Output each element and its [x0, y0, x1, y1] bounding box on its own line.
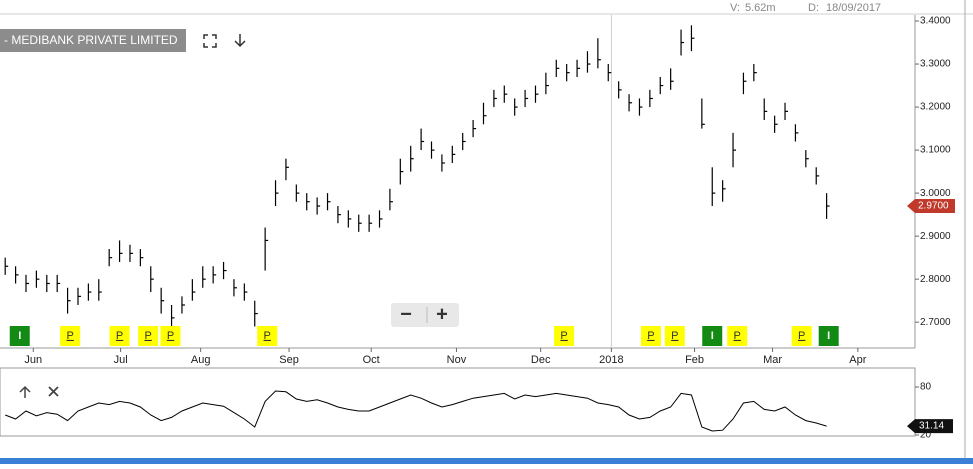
event-label: P — [798, 330, 805, 342]
last-price-tag — [907, 199, 955, 214]
x-tick-label: Jul — [114, 354, 128, 366]
event-marker — [818, 326, 839, 346]
window-bottom-bar — [0, 458, 973, 464]
event-label: P — [734, 330, 741, 342]
event-label: P — [671, 330, 678, 342]
event-label: I — [827, 330, 830, 342]
event-marker — [109, 326, 130, 346]
event-label: P — [647, 330, 654, 342]
event-label: P — [560, 330, 567, 342]
y-tick-label: 3.4000 — [920, 16, 951, 27]
expand-icon[interactable] — [203, 34, 217, 48]
indicator-tick-label: 80 — [920, 382, 932, 393]
indicator-up-icon[interactable] — [19, 385, 31, 398]
event-marker — [702, 326, 723, 346]
event-marker — [257, 326, 278, 346]
event-marker — [791, 326, 812, 346]
event-label: P — [167, 330, 174, 342]
indicator-tick-label: 20 — [920, 430, 932, 441]
event-marker — [640, 326, 661, 346]
indicator-last-label: 31.14 — [919, 421, 944, 432]
event-label: P — [264, 330, 271, 342]
y-tick-label: 3.0000 — [920, 188, 951, 199]
y-tick-label: 2.8000 — [920, 274, 951, 285]
download-icon[interactable] — [234, 34, 246, 48]
volume-label: V: — [730, 2, 740, 14]
zoom-out[interactable]: − — [400, 303, 412, 325]
x-tick-label: Jun — [24, 354, 42, 366]
event-label: P — [116, 330, 123, 342]
event-label: I — [711, 330, 714, 342]
indicator-line — [5, 390, 827, 432]
zoom-control — [391, 303, 459, 327]
indicator-close-icon[interactable] — [48, 386, 59, 397]
event-marker — [60, 326, 81, 346]
event-marker — [727, 326, 748, 346]
chart-title: - MEDIBANK PRIVATE LIMITED — [4, 33, 178, 47]
x-tick-label: Aug — [191, 354, 211, 366]
x-tick-label: Feb — [685, 354, 704, 366]
event-label: I — [18, 330, 21, 342]
y-tick-label: 3.1000 — [920, 145, 951, 156]
x-tick-label: Sep — [279, 354, 299, 366]
date: 18/09/2017 — [826, 2, 881, 14]
title-box — [0, 29, 186, 52]
indicator-last-tag — [907, 419, 953, 434]
volume: 5.62m — [745, 2, 776, 14]
last-price-label: 2.9700 — [918, 201, 949, 212]
event-marker — [664, 326, 685, 346]
event-marker — [9, 326, 30, 346]
indicator-panel — [0, 367, 916, 437]
date-label: D: — [808, 2, 819, 14]
x-tick-label: Mar — [763, 354, 782, 366]
zoom-in[interactable]: + — [436, 303, 448, 325]
x-tick-label: 2018 — [599, 354, 623, 366]
x-tick-label: Oct — [363, 354, 380, 366]
y-tick-label: 3.3000 — [920, 59, 951, 70]
event-label: P — [144, 330, 151, 342]
y-tick-label: 3.2000 — [920, 102, 951, 113]
y-tick-label: 2.9000 — [920, 231, 951, 242]
x-tick-label: Apr — [849, 354, 866, 366]
y-tick-label: 2.7000 — [920, 317, 951, 328]
event-marker — [138, 326, 159, 346]
event-marker — [160, 326, 181, 346]
event-label: P — [67, 330, 74, 342]
x-tick-label: Dec — [531, 354, 551, 366]
event-marker — [554, 326, 575, 346]
x-tick-label: Nov — [447, 354, 467, 366]
